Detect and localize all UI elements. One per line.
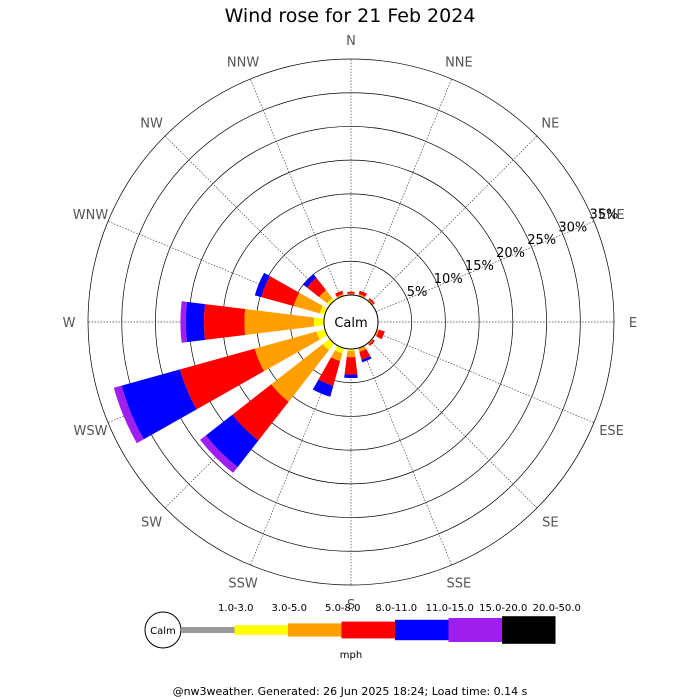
petal-wsw-bin-1 <box>316 329 328 340</box>
calm-circle: Calm <box>323 294 379 350</box>
ring-label: 15% <box>465 259 494 274</box>
grid-spoke <box>375 332 595 423</box>
chart-title: Wind rose for 21 Feb 2024 <box>224 5 476 27</box>
direction-label-se: SE <box>542 515 558 530</box>
ring-label: 20% <box>496 246 525 261</box>
ring-label: 35% <box>590 207 619 222</box>
legend-swatch <box>395 619 449 641</box>
ring-label: 5% <box>407 285 428 300</box>
grid-spoke <box>250 78 341 298</box>
petal-se-bin-3 <box>368 339 375 346</box>
direction-label-nne: NNE <box>445 55 473 70</box>
petal-sse-bin-4 <box>361 356 372 363</box>
petal-sw-bin-1 <box>322 338 335 351</box>
petal-s-bin-3 <box>344 356 358 375</box>
ring-label: 10% <box>434 272 463 287</box>
calm-label: Calm <box>334 316 367 331</box>
ring-labels: 5% 10%15%20%25%30%35% <box>407 207 619 299</box>
legend-swatch <box>448 618 502 642</box>
legend-calm-circle <box>144 611 182 649</box>
direction-label-nnw: NNW <box>227 55 259 70</box>
petal-s-bin-2 <box>346 350 356 358</box>
ring-label: 25% <box>527 233 556 248</box>
wind-petals <box>113 272 385 473</box>
direction-label-wnw: WNW <box>73 208 109 223</box>
petal-w-bin-1 <box>313 317 325 327</box>
petal-w-bin-3 <box>203 304 246 340</box>
legend-swatch <box>234 625 288 635</box>
direction-label-ene: ENE <box>598 208 624 223</box>
grid-spoke <box>375 221 595 312</box>
petal-wsw-bin-4 <box>121 369 197 440</box>
petal-sse-bin-3 <box>359 349 371 360</box>
petal-nnw-bin-3 <box>335 290 344 297</box>
petal-w-bin-4 <box>185 301 206 343</box>
legend-calm-label: Calm <box>150 626 176 637</box>
petal-ssw-bin-2 <box>331 350 343 362</box>
direction-label-e: E <box>629 316 637 331</box>
direction-label-ese: ESE <box>599 424 624 439</box>
petal-ne-bin-3 <box>368 298 375 305</box>
petal-wsw-bin-2 <box>254 331 320 372</box>
petal-nw-bin-1 <box>327 298 335 306</box>
petal-wnw-bin-3 <box>261 276 300 307</box>
petal-ese-bin-3 <box>376 329 385 340</box>
grid-spoke <box>164 135 333 304</box>
direction-label-nw: NW <box>140 117 163 132</box>
legend-swatch <box>181 627 235 633</box>
petal-nw-bin-4 <box>303 274 317 288</box>
grid-spoke <box>361 346 452 566</box>
polar-grid <box>87 58 615 586</box>
petal-s-bin-4 <box>344 374 358 378</box>
legend-swatch <box>502 616 556 644</box>
petal-sw-bin-2 <box>271 344 329 402</box>
petal-se-bin-2 <box>367 338 374 345</box>
wind-rose-chart: Calm N NNE NE ENE E ESE SE SSE S SSW SW WSW W WNW NW NN… <box>63 34 638 610</box>
direction-label-ne: NE <box>541 117 559 132</box>
petal-nw-bin-2 <box>319 290 333 304</box>
petal-w-bin-5 <box>180 301 188 343</box>
petal-sw-bin-4 <box>205 414 259 468</box>
calm-circle-shape <box>323 294 379 350</box>
grid-ring <box>87 58 615 586</box>
direction-label-n: N <box>346 34 356 49</box>
petal-ssw-bin-3 <box>318 357 341 386</box>
direction-label-s: S <box>347 598 355 610</box>
petal-wnw-bin-2 <box>293 292 323 314</box>
direction-label-w: W <box>63 316 76 331</box>
direction-labels: N NNE NE ENE E ESE SE SSE S SSW SW WSW W WNW NW NNW <box>63 34 638 610</box>
petal-n-bin-3 <box>347 291 355 294</box>
petal-nnw-bin-2 <box>336 294 344 299</box>
petal-nne-bin-2 <box>358 294 366 299</box>
direction-label-sse: SSE <box>447 577 472 592</box>
grid-spoke <box>369 340 538 509</box>
ring-label: 30% <box>558 220 587 235</box>
petal-wsw-bin-3 <box>180 348 265 410</box>
direction-label-ssw: SSW <box>228 577 258 592</box>
grid-spoke <box>369 135 538 304</box>
footer-text: @nw3weather. Generated: 26 Jun 2025 18:2… <box>172 685 528 698</box>
legend-unit: mph <box>340 650 362 661</box>
petal-ne-bin-2 <box>367 299 374 306</box>
grid-spoke <box>361 78 452 298</box>
direction-label-wsw: WSW <box>73 424 107 439</box>
petal-nne-bin-3 <box>358 290 367 297</box>
petal-wnw-bin-4 <box>254 272 270 298</box>
petal-w-bin-2 <box>244 309 315 335</box>
petal-nw-bin-3 <box>306 277 327 298</box>
petal-ese-bin-2 <box>374 329 379 337</box>
legend-swatch <box>341 621 395 639</box>
petal-sse-bin-2 <box>358 345 367 352</box>
legend-swatch <box>288 623 342 637</box>
petal-ssw-bin-4 <box>312 379 334 397</box>
petal-sw-bin-3 <box>232 384 289 441</box>
petal-wsw-bin-5 <box>113 385 144 444</box>
petal-sw-bin-5 <box>200 435 238 473</box>
direction-label-sw: SW <box>141 515 162 530</box>
